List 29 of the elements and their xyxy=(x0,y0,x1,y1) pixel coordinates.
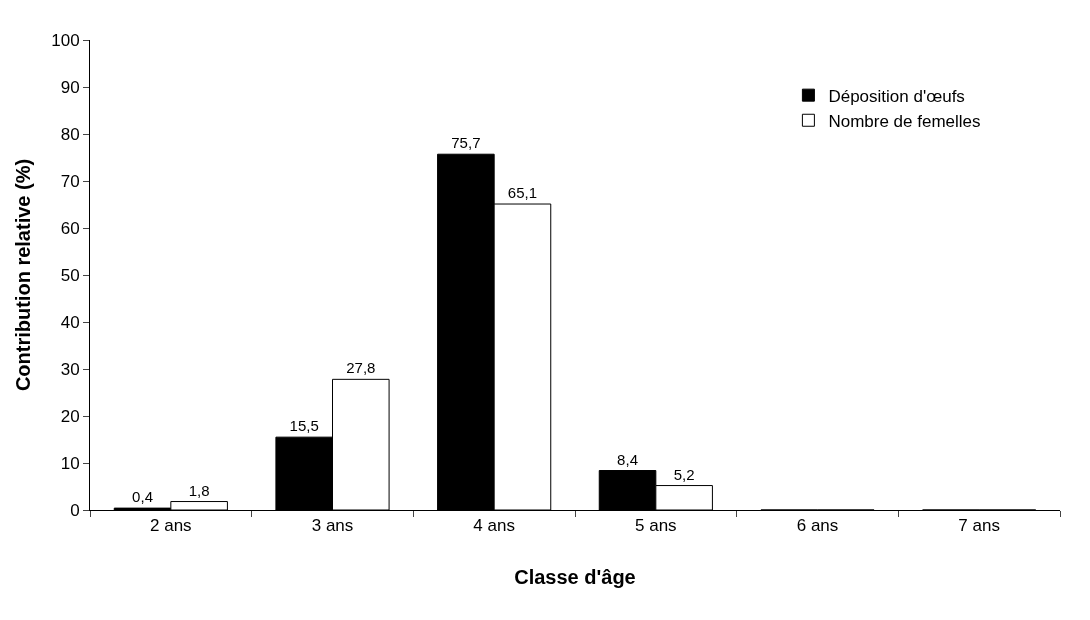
data-label: 15,5 xyxy=(289,417,319,435)
data-label: 0,4 xyxy=(132,488,153,506)
x-axis-title: Classe d'âge xyxy=(514,565,636,588)
y-tick-label: 70 xyxy=(60,171,80,191)
data-label: 75,7 xyxy=(451,134,481,152)
data-label: 1,8 xyxy=(188,481,210,499)
x-tick-label: 2 ans xyxy=(150,516,192,536)
data-label: 27,8 xyxy=(346,359,376,377)
x-tick-label: 7 ans xyxy=(958,516,1000,536)
y-tick-label: 50 xyxy=(60,265,80,285)
y-tick-label: 80 xyxy=(60,124,80,144)
y-tick-label: 0 xyxy=(70,500,80,520)
x-tick-label: 3 ans xyxy=(311,516,354,536)
y-tick-label: 20 xyxy=(60,406,80,426)
legend-label: Déposition d'œufs xyxy=(828,86,965,106)
data-label: 8,4 xyxy=(617,450,638,468)
y-tick-label: 30 xyxy=(60,359,80,379)
y-tick-label: 90 xyxy=(60,77,80,97)
y-tick-label: 100 xyxy=(51,30,80,50)
y-tick-label: 60 xyxy=(60,218,80,238)
legend-label: Nombre de femelles xyxy=(828,111,981,131)
x-tick-label: 5 ans xyxy=(635,516,677,536)
data-label: 5,2 xyxy=(673,465,695,483)
x-tick-label: 6 ans xyxy=(796,516,839,536)
y-tick-label: 40 xyxy=(60,312,80,332)
data-label: 65,1 xyxy=(507,184,538,202)
y-axis-title: Contribution relative (%) xyxy=(11,158,34,392)
y-tick-label: 10 xyxy=(60,453,80,473)
x-tick-label: 4 ans xyxy=(473,516,515,536)
